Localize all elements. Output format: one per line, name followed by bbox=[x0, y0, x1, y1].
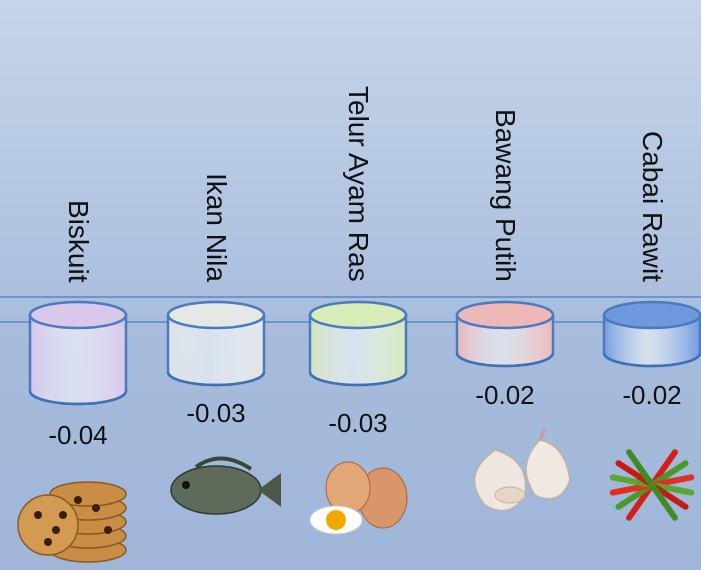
garlic-image bbox=[473, 427, 571, 512]
value-label: -0.02 bbox=[622, 380, 682, 410]
category-label-text: Biskuit bbox=[63, 199, 94, 282]
category-label-text: Cabai Rawit bbox=[637, 131, 668, 282]
category-label-text: Ikan Nila bbox=[201, 173, 232, 282]
category-label: Biskuit bbox=[58, 0, 98, 282]
bar-cabai-rawit bbox=[602, 300, 701, 368]
bar-ikan-nila bbox=[166, 300, 266, 387]
value-label: -0.03 bbox=[186, 398, 246, 428]
value-label: -0.04 bbox=[48, 420, 108, 450]
category-label-text: Telur Ayam Ras bbox=[343, 86, 374, 282]
category-label: Ikan Nila bbox=[196, 0, 236, 282]
cookies-image bbox=[17, 481, 127, 563]
bar-biskuit bbox=[28, 300, 128, 406]
tilapia-fish-image bbox=[170, 456, 281, 515]
category-label: Cabai Rawit bbox=[632, 0, 672, 282]
category-label: Telur Ayam Ras bbox=[338, 0, 378, 282]
bar-bawang-putih bbox=[455, 300, 555, 368]
category-label-text: Bawang Putih bbox=[490, 109, 521, 282]
bar-telur-ayam-ras bbox=[308, 300, 408, 387]
category-label: Bawang Putih bbox=[485, 0, 525, 282]
value-label: -0.03 bbox=[328, 408, 388, 438]
eggs-image bbox=[309, 461, 408, 535]
value-label: -0.02 bbox=[475, 380, 535, 410]
chili-pepper-image bbox=[609, 449, 695, 521]
